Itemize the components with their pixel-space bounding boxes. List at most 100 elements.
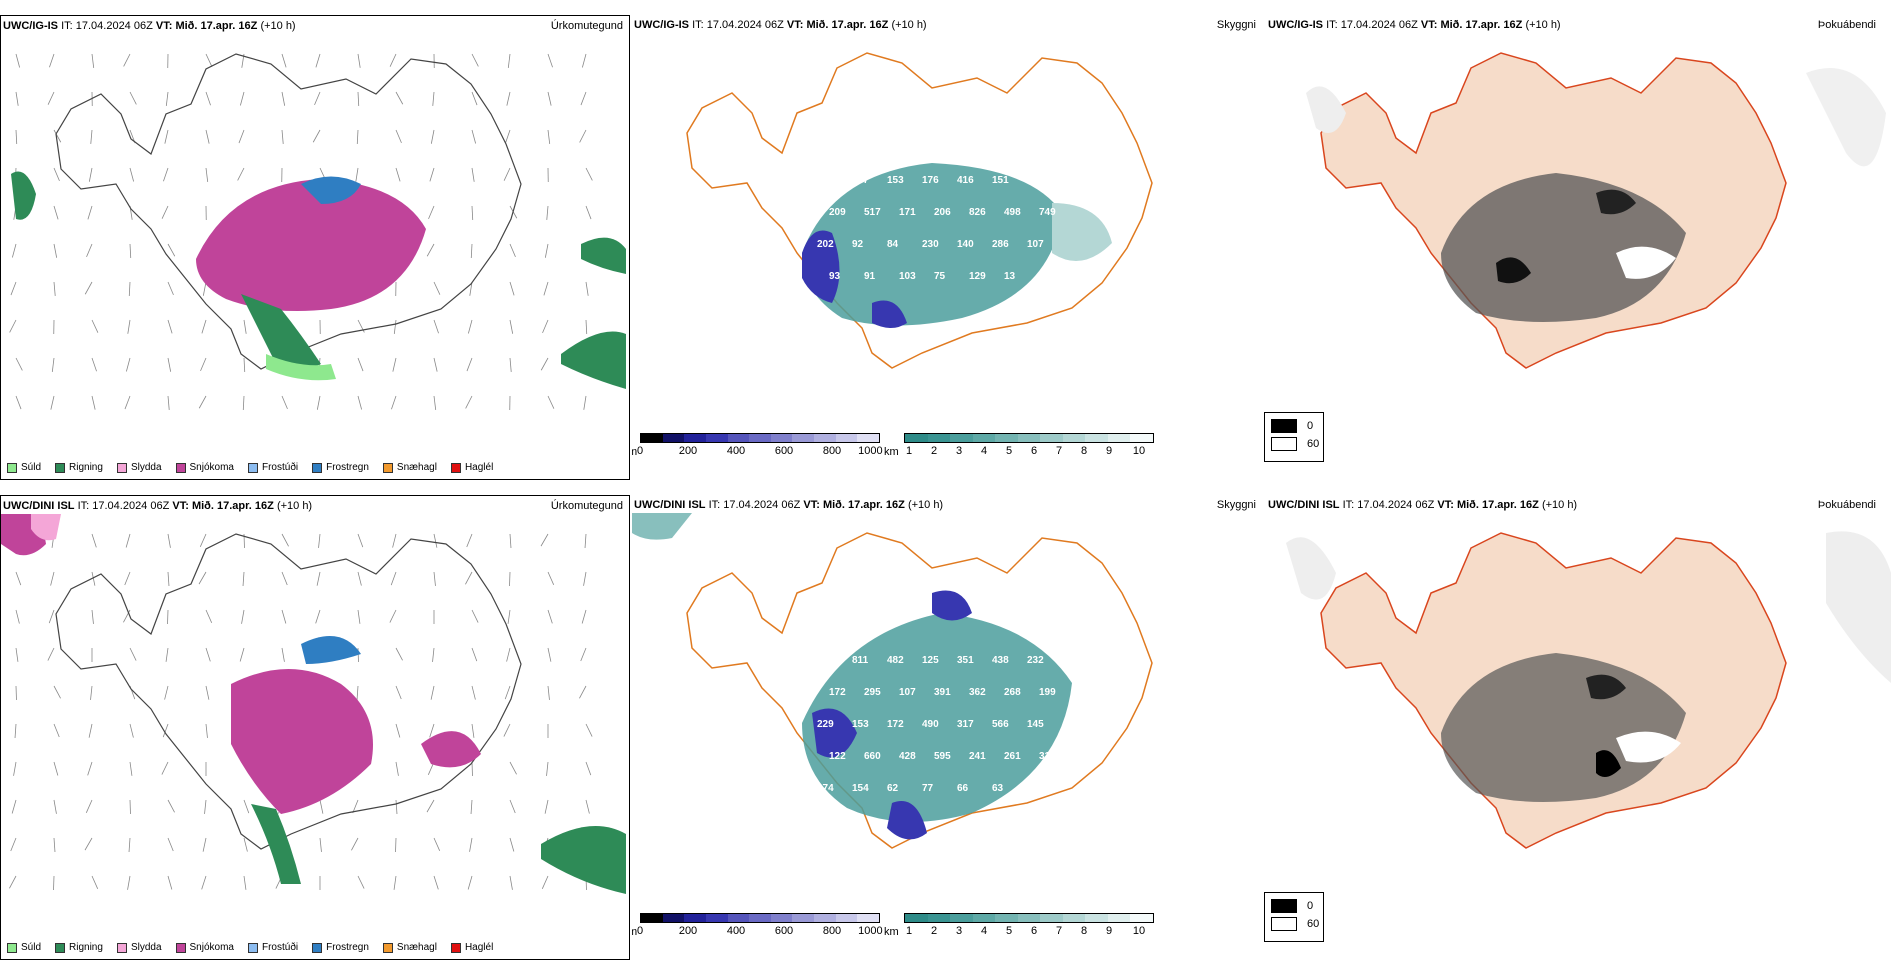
legend-item: Frostúði [248,942,298,953]
wind-barb [206,686,209,700]
wind-barb [544,282,548,295]
wind-barb [358,876,364,889]
wind-barb [206,648,210,661]
visibility-value-label: 152 [829,815,846,826]
visibility-value-label: 482 [887,655,904,666]
wind-barb [472,130,476,144]
wind-barb [319,534,320,548]
wind-barb [508,610,510,624]
wind-barb [54,762,58,775]
wind-barb [168,572,169,586]
wind-barb [508,54,510,68]
wind-barb [357,130,358,144]
wind-barb [472,54,478,66]
wind-barb [92,534,96,547]
wind-barb [586,320,587,334]
wind-barb [547,206,548,220]
visibility-value-label: 103 [899,271,916,282]
legend-swatch [1271,899,1297,913]
precip-type-panel-bottom: UWC/DINI ISL IT: 17.04.2024 06Z VT: Mið.… [0,495,630,960]
wind-barb [582,54,586,68]
wind-barb [282,396,287,409]
wind-barb [51,572,54,586]
wind-barb [282,130,283,144]
wind-barb [12,800,16,813]
wind-barb [315,92,320,105]
visibility-value-label: 303 [817,175,834,186]
precip-type-panel-top: UWC/IG-IS IT: 17.04.2024 06Z VT: Mið. 17… [0,15,630,480]
colorbar-strip [904,433,1154,443]
panel-title: UWC/IG-IS IT: 17.04.2024 06Z VT: Mið. 17… [634,19,927,31]
wind-barb [11,838,16,851]
iceland-map [1266,513,1896,943]
wind-barb [199,572,206,584]
wind-barb [396,762,398,776]
wind-barb [316,54,320,67]
wind-barb [358,534,363,547]
wind-barb [200,534,206,547]
wind-barb [92,396,95,410]
wind-barb [88,206,92,219]
wind-barb [282,610,286,623]
wind-barb [545,800,548,814]
wind-barb [128,320,130,334]
visibility-value-label: 151 [992,175,1009,186]
wind-barb [510,800,515,813]
wind-barb [548,92,551,106]
visibility-value-label: 391 [934,687,951,698]
visibility-value-label: 749 [1039,207,1056,218]
wind-barb [390,610,396,623]
visibility-value-label: 77 [922,783,934,794]
wind-barb [510,876,512,890]
wind-barb [244,320,246,334]
wind-barb [391,572,396,585]
wind-barb [431,686,434,700]
visibility-value-label: 140 [957,239,974,250]
wind-barb [548,130,550,144]
visibility-value-label: 199 [1039,687,1056,698]
visibility-value-label: 286 [992,239,1009,250]
wind-barb [396,92,403,104]
visibility-value-label: 351 [957,655,974,666]
wind-barb [54,168,59,181]
wind-barb [430,168,434,181]
wind-barb [358,92,359,106]
wind-barb [472,168,474,182]
wind-barb [313,130,320,142]
wind-barb [206,724,207,738]
wind-barb [205,800,206,814]
wind-barb [165,686,168,700]
wind-barb [547,762,548,776]
wind-barb [130,724,133,738]
wind-barb [126,358,130,372]
wind-barb [16,130,17,144]
visibility-value-label: 172 [829,687,846,698]
wind-barb [393,534,396,548]
legend-item: Rigning [55,462,103,473]
wind-barb [16,610,19,624]
wind-barb [202,876,206,889]
wind-barb [507,92,510,106]
wind-barb [130,168,134,182]
colorbar-unit: km [884,926,899,938]
wind-barb [282,534,289,546]
legend-swatch [248,943,258,953]
wind-barb [48,92,54,105]
visibility-value-label: 63 [992,783,1004,794]
wind-barb [470,838,472,852]
wind-barb [316,610,320,623]
legend-swatch [7,463,17,473]
legend-item: Snjókoma [176,462,234,473]
legend-item: Slydda [117,462,162,473]
visibility-value-label: 125 [922,655,939,666]
wind-barb [467,534,472,547]
visibility-value-label: 145 [1027,719,1044,730]
wind-barb [581,648,586,661]
wind-barb [16,648,18,662]
wind-barb [541,534,548,546]
wind-barb [125,396,130,409]
wind-barb [243,572,244,586]
wind-barb [166,648,168,662]
panel-title: UWC/DINI ISL IT: 17.04.2024 06Z VT: Mið.… [3,500,312,512]
wind-barb [429,206,434,219]
